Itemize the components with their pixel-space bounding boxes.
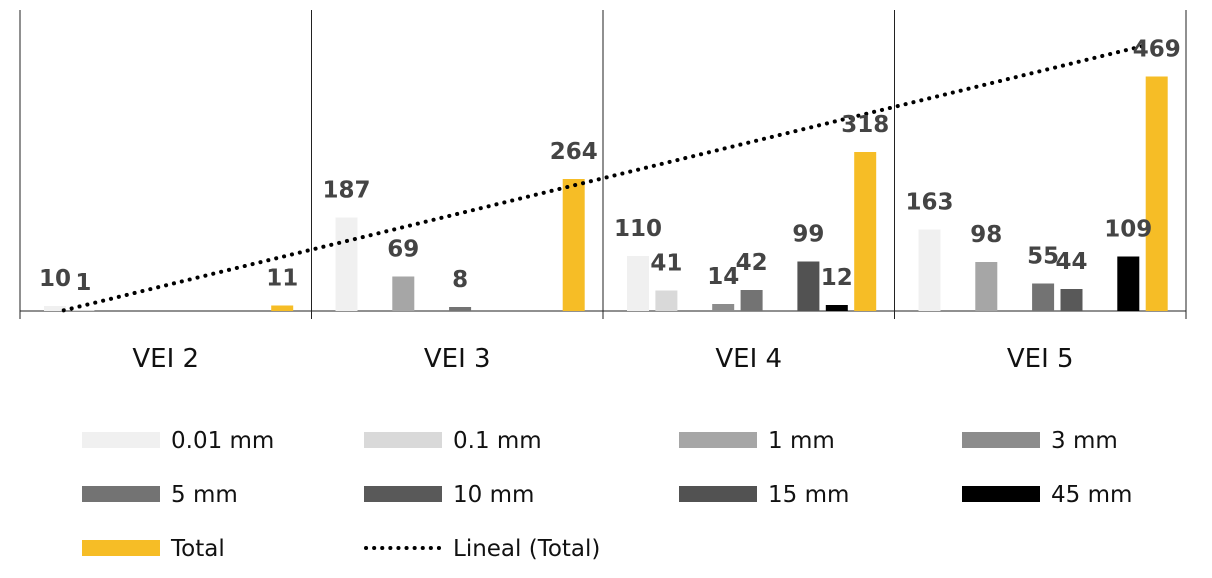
data-label-45-mm-vei-4: 12 bbox=[821, 265, 853, 291]
bar-5-mm-vei-4 bbox=[740, 290, 763, 311]
legend-item-total: Total bbox=[82, 536, 225, 562]
category-label-vei-3: VEI 3 bbox=[424, 344, 491, 374]
legend-item-lineal-total: Lineal (Total) bbox=[364, 536, 600, 562]
data-label-1-mm-vei-5: 98 bbox=[970, 222, 1002, 248]
data-label-0-01-mm-vei-5: 163 bbox=[905, 190, 953, 216]
category-label-vei-4: VEI 4 bbox=[715, 344, 782, 374]
plot-frame bbox=[19, 10, 1187, 319]
bar-10-mm-vei-5 bbox=[1060, 289, 1083, 311]
legend-label-0-01-mm: 0.01 mm bbox=[171, 428, 274, 454]
legend-swatch-5-mm bbox=[82, 486, 160, 502]
data-label-total-vei-4: 318 bbox=[841, 112, 889, 138]
legend-swatch-total bbox=[82, 540, 160, 556]
legend-label-10-mm: 10 mm bbox=[453, 482, 534, 508]
bar-15-mm-vei-4 bbox=[797, 261, 820, 311]
data-label-0-1-mm-vei-4: 41 bbox=[650, 251, 682, 277]
legend-item-5-mm: 5 mm bbox=[82, 482, 238, 508]
legend-item-0-1-mm: 0.1 mm bbox=[364, 428, 542, 454]
legend-swatch-0-01-mm bbox=[82, 432, 160, 448]
data-label-5-mm-vei-5: 55 bbox=[1027, 244, 1059, 270]
legend-label-1-mm: 1 mm bbox=[768, 428, 835, 454]
bar-0-1-mm-vei-2 bbox=[72, 310, 95, 311]
data-label-15-mm-vei-4: 99 bbox=[792, 222, 824, 248]
legend-item-1-mm: 1 mm bbox=[679, 428, 835, 454]
bar-5-mm-vei-5 bbox=[1032, 283, 1055, 311]
data-label-0-01-mm-vei-3: 187 bbox=[322, 178, 370, 204]
legend-swatch-10-mm bbox=[364, 486, 442, 502]
bar-0-01-mm-vei-4 bbox=[627, 256, 649, 311]
legend: 0.01 mm 0.1 mm 1 mm 3 mm 5 mm 10 mm 15 mm 45 mm… bbox=[82, 428, 1132, 562]
legend-swatch-15-mm bbox=[679, 486, 757, 502]
bar-total-vei-3 bbox=[562, 179, 585, 311]
legend-item-3-mm: 3 mm bbox=[962, 428, 1118, 454]
legend-item-0-01-mm: 0.01 mm bbox=[82, 428, 274, 454]
legend-label-5-mm: 5 mm bbox=[171, 482, 238, 508]
bar-0-01-mm-vei-3 bbox=[335, 217, 358, 311]
data-label-total-vei-3: 264 bbox=[550, 139, 598, 165]
category-label-vei-5: VEI 5 bbox=[1007, 344, 1074, 374]
data-label-3-mm-vei-4: 14 bbox=[707, 264, 739, 290]
legend-label-lineal-total: Lineal (Total) bbox=[453, 536, 600, 562]
legend-swatch-0-1-mm bbox=[364, 432, 442, 448]
legend-item-45-mm: 45 mm bbox=[962, 482, 1132, 508]
bars bbox=[44, 76, 1168, 311]
data-label-total-vei-5: 469 bbox=[1133, 37, 1181, 63]
legend-label-15-mm: 15 mm bbox=[768, 482, 849, 508]
legend-swatch-1-mm bbox=[679, 432, 757, 448]
data-label-45-mm-vei-5: 109 bbox=[1104, 217, 1152, 243]
data-label-total-vei-2: 11 bbox=[266, 266, 298, 292]
bar-0-01-mm-vei-2 bbox=[44, 306, 66, 311]
legend-item-15-mm: 15 mm bbox=[679, 482, 849, 508]
data-label-0-01-mm-vei-2: 10 bbox=[39, 266, 71, 292]
data-label-10-mm-vei-5: 44 bbox=[1055, 249, 1087, 275]
bar-1-mm-vei-3 bbox=[392, 276, 415, 311]
data-label-5-mm-vei-4: 42 bbox=[736, 250, 768, 276]
trendline-lineal-total bbox=[61, 44, 1145, 313]
category-label-vei-2: VEI 2 bbox=[132, 344, 199, 374]
bar-45-mm-vei-5 bbox=[1117, 256, 1140, 311]
bar-1-mm-vei-5 bbox=[975, 262, 998, 311]
bar-0-1-mm-vei-4 bbox=[655, 290, 678, 311]
bar-total-vei-4 bbox=[854, 152, 877, 311]
legend-swatch-45-mm bbox=[962, 486, 1040, 502]
data-label-0-01-mm-vei-4: 110 bbox=[614, 216, 662, 242]
legend-label-45-mm: 45 mm bbox=[1051, 482, 1132, 508]
legend-label-0-1-mm: 0.1 mm bbox=[453, 428, 542, 454]
bar-45-mm-vei-4 bbox=[825, 305, 848, 311]
bar-3-mm-vei-4 bbox=[712, 304, 735, 311]
legend-swatch-3-mm bbox=[962, 432, 1040, 448]
bar-total-vei-2 bbox=[271, 305, 294, 311]
data-label-5-mm-vei-3: 8 bbox=[452, 267, 468, 293]
trendline-layer bbox=[61, 44, 1145, 313]
legend-label-3-mm: 3 mm bbox=[1051, 428, 1118, 454]
bar-0-01-mm-vei-5 bbox=[918, 229, 941, 311]
data-label-0-1-mm-vei-2: 1 bbox=[75, 270, 91, 296]
data-label-1-mm-vei-3: 69 bbox=[387, 237, 419, 263]
legend-item-10-mm: 10 mm bbox=[364, 482, 534, 508]
data-labels: 10 1 1118769826411041144299123181639855441… bbox=[39, 37, 1181, 297]
legend-label-total: Total bbox=[170, 536, 225, 562]
bar-5-mm-vei-3 bbox=[449, 307, 472, 311]
category-labels: VEI 2 VEI 3 VEI 4 VEI 5 bbox=[132, 344, 1073, 374]
bar-total-vei-5 bbox=[1145, 76, 1168, 311]
